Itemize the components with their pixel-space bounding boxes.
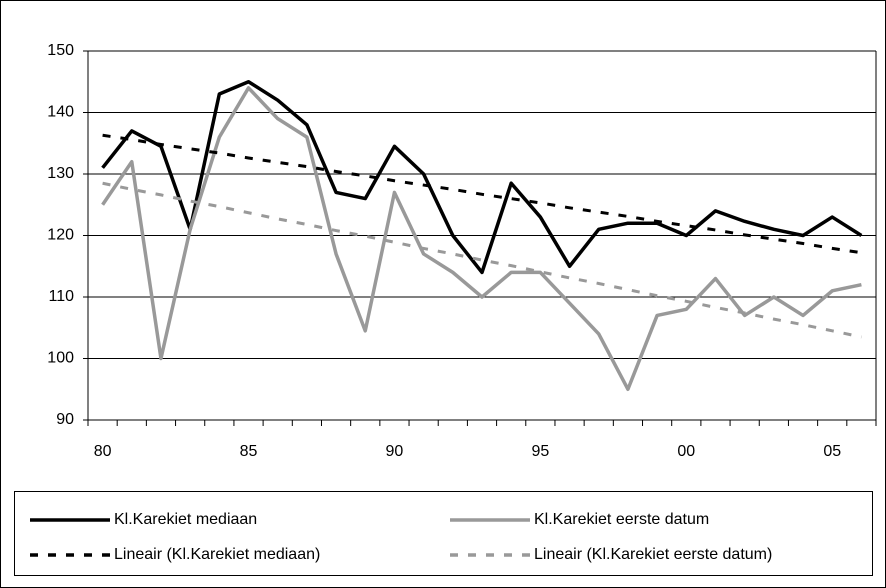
- x-tick-label: 90: [386, 443, 404, 460]
- y-tick-label: 100: [47, 350, 74, 367]
- x-tick-label: 00: [677, 443, 695, 460]
- legend-box: [14, 491, 873, 576]
- legend-label: Kl.Karekiet mediaan: [114, 511, 257, 528]
- legend-label: Kl.Karekiet eerste datum: [534, 511, 709, 528]
- y-tick-label: 120: [47, 227, 74, 244]
- y-tick-label: 150: [47, 42, 74, 59]
- y-tick-label: 90: [56, 411, 74, 428]
- y-tick-label: 130: [47, 165, 74, 182]
- x-tick-label: 05: [823, 443, 841, 460]
- x-tick-label: 80: [94, 443, 112, 460]
- y-tick-label: 110: [48, 288, 74, 305]
- legend-label: Lineair (Kl.Karekiet eerste datum): [534, 546, 772, 563]
- series-line: [101, 80, 863, 275]
- trend-line: [102, 133, 862, 255]
- x-tick-label: 85: [240, 443, 258, 460]
- x-tick-label: 95: [531, 443, 549, 460]
- y-tick-label: 140: [47, 104, 74, 121]
- trend-line: [102, 181, 862, 339]
- legend-label: Lineair (Kl.Karekiet mediaan): [114, 546, 320, 563]
- series-line: [101, 86, 862, 391]
